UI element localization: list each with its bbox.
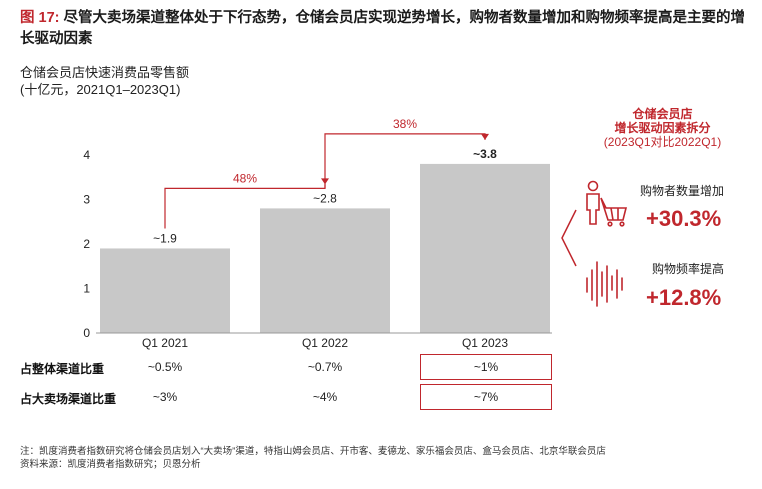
x-tick-label: Q1 2021	[142, 336, 188, 350]
bar	[260, 208, 390, 333]
drivers-title-line1: 仓储会员店	[632, 107, 693, 121]
chart-subtitle-line1: 仓储会员店快速消费品零售额	[20, 65, 190, 80]
table-cell-highlight: ~7%	[420, 384, 552, 410]
table-row-label-hypermarket: 占大卖场渠道比重	[20, 392, 117, 406]
drivers-title-line2: 增长驱动因素拆分	[614, 121, 711, 135]
x-tick-label: Q1 2022	[302, 336, 348, 350]
figure-label: 图 17:	[20, 10, 60, 26]
bracket-icon	[561, 209, 577, 267]
y-tick-label: 4	[83, 148, 90, 162]
driver-value-frequency: +12.8%	[646, 285, 722, 310]
chart-subtitle-line2: (十亿元，2021Q1–2023Q1)	[20, 82, 181, 97]
y-tick-label: 3	[83, 193, 90, 207]
y-tick-label: 0	[83, 326, 90, 340]
bar	[100, 248, 230, 333]
x-tick-label: Q1 2023	[462, 336, 508, 350]
driver-value-shoppers: +30.3%	[646, 206, 722, 231]
chart-subtitle: 仓储会员店快速消费品零售额 (十亿元，2021Q1–2023Q1)	[20, 64, 189, 98]
table-row-label-overall: 占整体渠道比重	[20, 362, 105, 376]
growth-label: 48%	[233, 171, 257, 185]
table-cell: ~0.7%	[307, 360, 343, 374]
drivers-title-line3: (2023Q1对比2022Q1)	[603, 135, 722, 149]
bar-value-label: ~1.9	[153, 231, 177, 245]
growth-label: 38%	[393, 117, 417, 131]
frequency-bars-icon	[586, 261, 623, 307]
y-tick-label: 2	[83, 237, 90, 251]
shopper-cart-icon	[586, 180, 628, 227]
source-note: 资料来源：凯度消费者指数研究；贝恩分析	[20, 459, 201, 470]
driver-label-shoppers: 购物者数量增加	[640, 184, 725, 198]
growth-arrow-head	[481, 133, 489, 140]
driver-label-frequency: 购物频率提高	[652, 262, 725, 276]
bar-value-label: ~2.8	[313, 191, 337, 205]
figure-title: 尽管大卖场渠道整体处于下行态势，仓储会员店实现逆势增长，购物者数量增加和购物频率…	[20, 10, 745, 47]
drivers-title: 仓储会员店 增长驱动因素拆分 (2023Q1对比2022Q1)	[565, 107, 760, 149]
table-cell: ~0.5%	[147, 360, 183, 374]
bar-value-label: ~3.8	[473, 147, 497, 161]
table-cell: ~4%	[312, 390, 338, 404]
table-cell-highlight: ~1%	[420, 354, 552, 380]
y-tick-label: 1	[83, 282, 90, 296]
footnote: 注：凯度消费者指数研究将仓储会员店划入“大卖场”渠道，特指山姆会员店、开市客、麦…	[20, 446, 606, 457]
bar	[420, 163, 550, 333]
table-cell: ~3%	[152, 390, 178, 404]
page-title: 图 17: 尽管大卖场渠道整体处于下行态势，仓储会员店实现逆势增长，购物者数量增加…	[20, 8, 750, 50]
